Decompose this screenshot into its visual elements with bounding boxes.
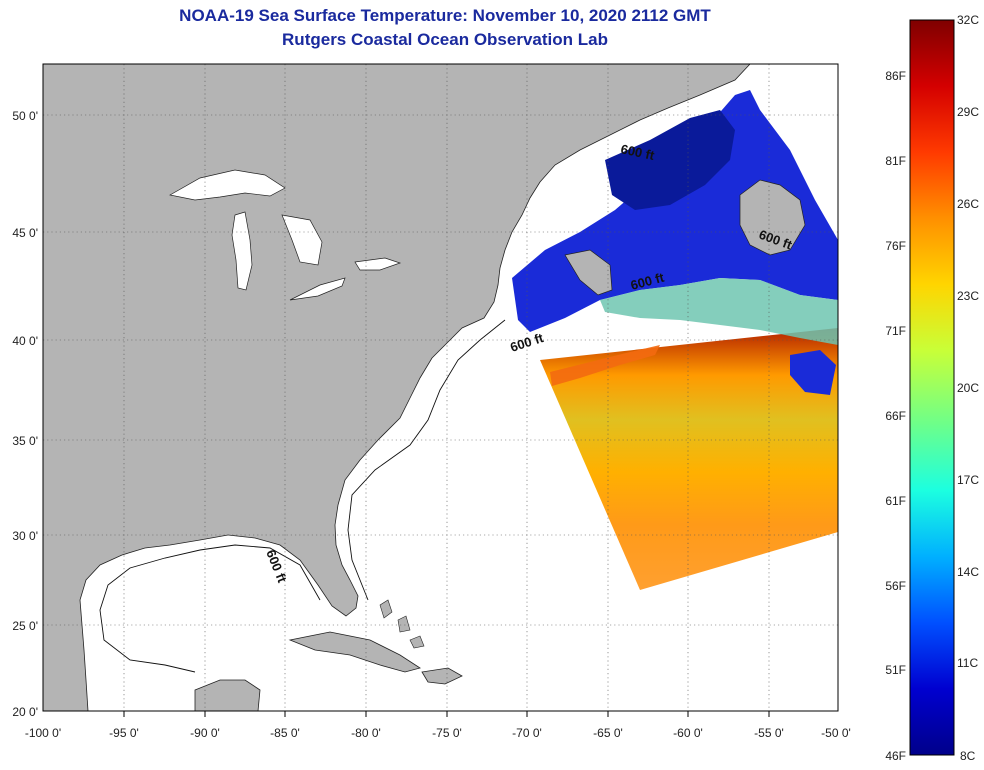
north-america-land xyxy=(43,64,751,711)
lake-huron xyxy=(281,214,323,266)
cb-f-66: 66F xyxy=(885,409,906,423)
lake-erie xyxy=(289,277,346,301)
map-frame xyxy=(42,63,839,712)
lon-label-85: -85 0' xyxy=(270,726,300,740)
bahamas-land xyxy=(379,599,425,649)
lat-label-50: 50 0' xyxy=(12,109,38,123)
lon-label-50: -50 0' xyxy=(821,726,851,740)
colorbar-fahrenheit-labels: 86F 81F 76F 71F 66F 61F 56F 51F 46F xyxy=(885,69,906,763)
sst-swath xyxy=(540,328,838,590)
cb-f-61: 61F xyxy=(885,494,906,508)
cb-c-17: 17C xyxy=(957,473,979,487)
contour-label-gulf-stlawrence: 600 ft xyxy=(619,141,656,163)
cb-c-32: 32C xyxy=(957,13,979,27)
colorbar xyxy=(909,19,955,756)
hispaniola-land xyxy=(421,667,463,685)
cb-f-81: 81F xyxy=(885,154,906,168)
contour-line-atlantic xyxy=(347,319,506,601)
cuba-land xyxy=(288,631,421,673)
cb-c-8: 8C xyxy=(960,749,976,763)
lake-ontario xyxy=(354,257,402,271)
cb-f-56: 56F xyxy=(885,579,906,593)
cb-c-20: 20C xyxy=(957,381,979,395)
cb-f-51: 51F xyxy=(885,663,906,677)
map-graticule xyxy=(43,64,838,711)
sst-deep-cold xyxy=(605,110,735,210)
gulf-stream xyxy=(550,345,660,386)
lat-label-40: 40 0' xyxy=(12,334,38,348)
sst-transition xyxy=(600,278,838,345)
map-ticks xyxy=(123,711,770,717)
lat-label-35: 35 0' xyxy=(12,434,38,448)
lon-label-100: -100 0' xyxy=(25,726,61,740)
lon-label-65: -65 0' xyxy=(593,726,623,740)
contour-line-gulf xyxy=(99,544,321,673)
cb-c-23: 23C xyxy=(957,289,979,303)
nova-scotia-land xyxy=(564,249,613,296)
lon-label-55: -55 0' xyxy=(754,726,784,740)
longitude-labels: -100 0' -95 0' -90 0' -85 0' -80 0' -75 … xyxy=(25,726,851,740)
lon-label-70: -70 0' xyxy=(512,726,542,740)
newfoundland-land xyxy=(739,179,806,256)
lat-label-45: 45 0' xyxy=(12,226,38,240)
cb-f-71: 71F xyxy=(885,324,906,338)
lat-label-25: 25 0' xyxy=(12,619,38,633)
lon-label-95: -95 0' xyxy=(109,726,139,740)
lon-label-60: -60 0' xyxy=(673,726,703,740)
yucatan-land xyxy=(194,679,261,711)
cb-c-11: 11C xyxy=(957,656,978,670)
cb-f-76: 76F xyxy=(885,239,906,253)
latitude-labels: 50 0' 45 0' 40 0' 35 0' 30 0' 25 0' 20 0… xyxy=(12,109,38,719)
cb-c-26: 26C xyxy=(957,197,979,211)
sst-eddy xyxy=(790,350,836,395)
lake-michigan xyxy=(231,211,253,291)
cb-c-29: 29C xyxy=(957,105,979,119)
lake-superior xyxy=(169,169,286,201)
lon-label-80: -80 0' xyxy=(351,726,381,740)
map-title: NOAA-19 Sea Surface Temperature: Novembe… xyxy=(179,6,711,25)
cb-c-14: 14C xyxy=(957,565,979,579)
lat-label-30: 30 0' xyxy=(12,529,38,543)
lat-label-20: 20 0' xyxy=(12,705,38,719)
colorbar-celsius-labels: 32C 29C 26C 23C 20C 17C 14C 11C 8C xyxy=(957,13,979,763)
cb-f-86: 86F xyxy=(885,69,906,83)
map-subtitle: Rutgers Coastal Ocean Observation Lab xyxy=(282,30,608,49)
cb-f-46: 46F xyxy=(885,749,906,763)
lon-label-90: -90 0' xyxy=(190,726,220,740)
lon-label-75: -75 0' xyxy=(432,726,462,740)
